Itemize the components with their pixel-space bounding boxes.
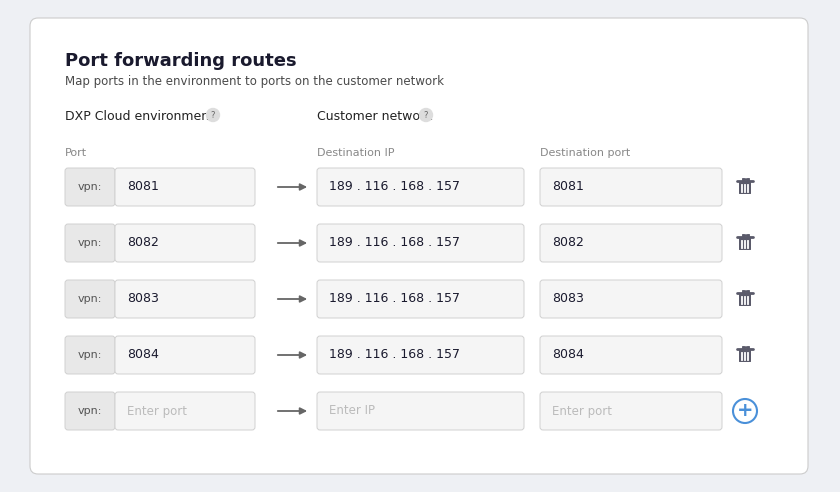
Text: vpn:: vpn:: [78, 294, 102, 304]
FancyBboxPatch shape: [317, 336, 524, 374]
FancyBboxPatch shape: [65, 224, 115, 262]
Text: DXP Cloud environment: DXP Cloud environment: [65, 110, 214, 123]
FancyBboxPatch shape: [65, 280, 115, 318]
FancyBboxPatch shape: [317, 168, 524, 206]
FancyBboxPatch shape: [65, 392, 115, 430]
FancyBboxPatch shape: [739, 238, 751, 250]
Text: 8083: 8083: [552, 293, 584, 306]
Circle shape: [207, 109, 219, 122]
FancyBboxPatch shape: [115, 280, 255, 318]
FancyBboxPatch shape: [739, 182, 751, 194]
FancyBboxPatch shape: [317, 392, 524, 430]
Circle shape: [733, 399, 757, 423]
FancyBboxPatch shape: [115, 392, 255, 430]
FancyBboxPatch shape: [30, 18, 808, 474]
Text: 8084: 8084: [552, 348, 584, 362]
FancyBboxPatch shape: [65, 168, 115, 206]
Text: Destination port: Destination port: [540, 148, 630, 158]
Text: 8081: 8081: [552, 181, 584, 193]
FancyBboxPatch shape: [65, 336, 115, 374]
Text: vpn:: vpn:: [78, 350, 102, 360]
Text: vpn:: vpn:: [78, 238, 102, 248]
FancyBboxPatch shape: [540, 336, 722, 374]
Text: 8084: 8084: [127, 348, 159, 362]
Text: 8083: 8083: [127, 293, 159, 306]
FancyBboxPatch shape: [540, 280, 722, 318]
Text: vpn:: vpn:: [78, 182, 102, 192]
FancyBboxPatch shape: [739, 350, 751, 362]
Text: Enter IP: Enter IP: [329, 404, 375, 418]
FancyBboxPatch shape: [540, 224, 722, 262]
Text: Port forwarding routes: Port forwarding routes: [65, 52, 297, 70]
FancyBboxPatch shape: [115, 224, 255, 262]
Text: ?: ?: [423, 111, 428, 120]
FancyBboxPatch shape: [739, 294, 751, 306]
Text: 189 . 116 . 168 . 157: 189 . 116 . 168 . 157: [329, 237, 460, 249]
Text: 8082: 8082: [552, 237, 584, 249]
Text: 8081: 8081: [127, 181, 159, 193]
Text: ?: ?: [211, 111, 215, 120]
Text: Enter port: Enter port: [127, 404, 187, 418]
Text: vpn:: vpn:: [78, 406, 102, 416]
Text: 189 . 116 . 168 . 157: 189 . 116 . 168 . 157: [329, 348, 460, 362]
Circle shape: [419, 109, 433, 122]
Text: Port: Port: [65, 148, 87, 158]
Text: Destination IP: Destination IP: [317, 148, 395, 158]
FancyBboxPatch shape: [115, 336, 255, 374]
Text: Enter port: Enter port: [552, 404, 612, 418]
FancyBboxPatch shape: [317, 224, 524, 262]
FancyBboxPatch shape: [540, 168, 722, 206]
FancyBboxPatch shape: [540, 392, 722, 430]
Text: Customer network: Customer network: [317, 110, 433, 123]
FancyBboxPatch shape: [115, 168, 255, 206]
Text: 8082: 8082: [127, 237, 159, 249]
Text: Map ports in the environment to ports on the customer network: Map ports in the environment to ports on…: [65, 75, 444, 88]
FancyBboxPatch shape: [317, 280, 524, 318]
Text: 189 . 116 . 168 . 157: 189 . 116 . 168 . 157: [329, 181, 460, 193]
Text: +: +: [737, 401, 753, 421]
Text: 189 . 116 . 168 . 157: 189 . 116 . 168 . 157: [329, 293, 460, 306]
